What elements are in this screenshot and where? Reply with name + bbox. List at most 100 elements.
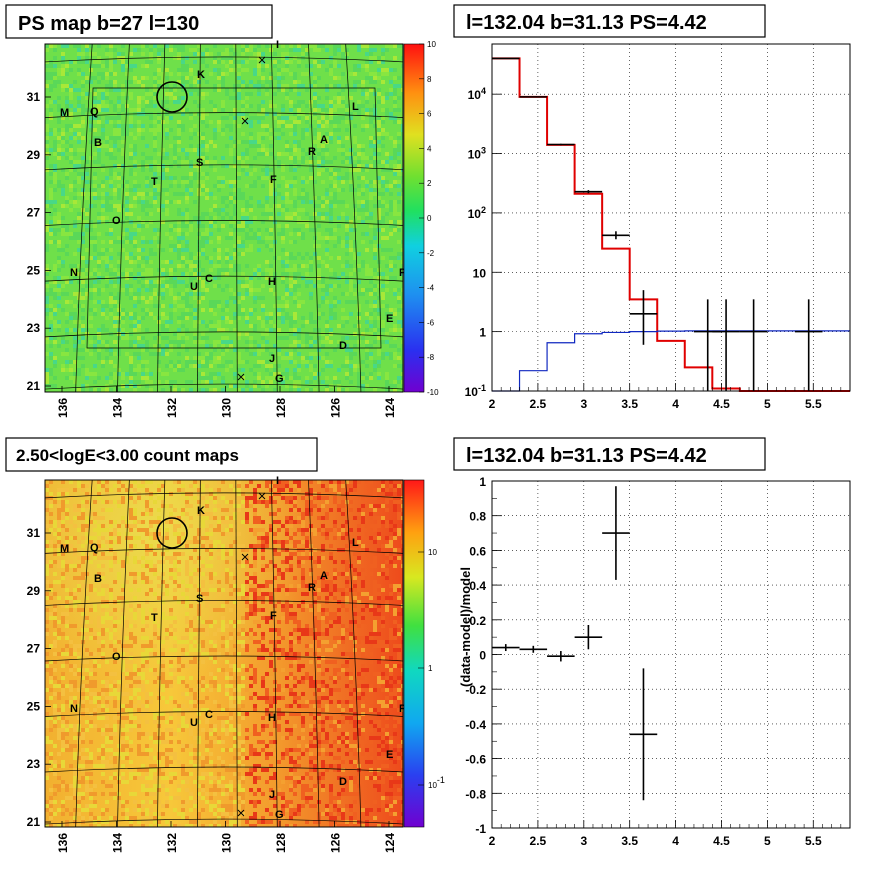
map-pixel <box>245 120 249 124</box>
map-pixel <box>305 604 309 608</box>
map-pixel <box>301 176 305 180</box>
map-pixel <box>169 348 173 352</box>
map-pixel <box>197 512 201 516</box>
map-pixel <box>121 52 125 56</box>
map-pixel <box>53 56 57 60</box>
map-pixel <box>205 156 209 160</box>
map-pixel <box>105 64 109 68</box>
map-pixel <box>221 388 225 392</box>
map-pixel <box>241 368 245 372</box>
map-pixel <box>269 216 273 220</box>
map-pixel <box>137 368 141 372</box>
map-pixel <box>105 604 109 608</box>
map-pixel <box>325 68 329 72</box>
map-pixel <box>245 140 249 144</box>
map-pixel <box>293 88 297 92</box>
map-pixel <box>393 588 397 592</box>
map-pixel <box>193 548 197 552</box>
map-pixel <box>209 356 213 360</box>
map-pixel <box>93 288 97 292</box>
map-pixel <box>385 508 389 512</box>
map-pixel <box>101 524 105 528</box>
map-pixel <box>257 240 261 244</box>
map-pixel <box>177 240 181 244</box>
map-pixel <box>345 592 349 596</box>
map-pixel <box>105 540 109 544</box>
map-pixel <box>345 364 349 368</box>
map-pixel <box>145 60 149 64</box>
map-pixel <box>401 196 403 200</box>
map-pixel <box>297 344 301 348</box>
map-pixel <box>149 168 153 172</box>
map-pixel <box>245 604 249 608</box>
map-pixel <box>249 92 253 96</box>
map-pixel <box>237 304 241 308</box>
map-pixel <box>293 540 297 544</box>
map-pixel <box>73 344 77 348</box>
map-pixel <box>261 556 265 560</box>
map-pixel <box>193 356 197 360</box>
map-pixel <box>277 328 281 332</box>
map-pixel <box>193 268 197 272</box>
map-pixel <box>77 72 81 76</box>
map-pixel <box>385 352 389 356</box>
map-pixel <box>365 76 369 80</box>
map-pixel <box>369 572 373 576</box>
map-pixel <box>293 504 297 508</box>
map-pixel <box>189 68 193 72</box>
map-pixel <box>141 484 145 488</box>
map-pixel <box>193 76 197 80</box>
map-pixel <box>229 224 233 228</box>
map-pixel <box>61 576 65 580</box>
map-pixel <box>397 532 401 536</box>
map-pixel <box>45 124 49 128</box>
map-pixel <box>185 240 189 244</box>
map-pixel <box>45 248 49 252</box>
map-pixel <box>237 220 241 224</box>
map-pixel <box>93 64 97 68</box>
map-pixel <box>225 56 229 60</box>
map-pixel <box>365 180 369 184</box>
map-pixel <box>337 528 341 532</box>
map-pixel <box>101 220 105 224</box>
map-pixel <box>293 340 297 344</box>
map-pixel <box>341 480 345 484</box>
map-pixel <box>69 560 73 564</box>
map-pixel <box>201 340 205 344</box>
map-pixel <box>401 220 403 224</box>
map-pixel <box>157 232 161 236</box>
map-pixel <box>177 532 181 536</box>
map-pixel <box>57 148 61 152</box>
map-pixel <box>277 348 281 352</box>
map-pixel <box>381 100 385 104</box>
map-pixel <box>169 572 173 576</box>
map-pixel <box>125 256 129 260</box>
map-pixel <box>321 160 325 164</box>
map-pixel <box>281 604 285 608</box>
map-pixel <box>153 88 157 92</box>
map-pixel <box>173 596 177 600</box>
map-pixel <box>69 96 73 100</box>
map-pixel <box>401 560 403 564</box>
map-pixel <box>305 360 309 364</box>
map-pixel <box>377 184 381 188</box>
map-pixel <box>141 264 145 268</box>
map-pixel <box>201 308 205 312</box>
map-pixel <box>193 48 197 52</box>
map-pixel <box>373 564 377 568</box>
map-pixel <box>357 184 361 188</box>
map-pixel <box>205 196 209 200</box>
map-pixel <box>397 484 401 488</box>
y-tick-label: 10 <box>473 266 487 280</box>
map-pixel <box>121 92 125 96</box>
map-pixel <box>369 80 373 84</box>
map-pixel <box>137 324 141 328</box>
map-pixel <box>157 488 161 492</box>
map-pixel <box>81 536 85 540</box>
map-pixel <box>121 484 125 488</box>
map-pixel <box>249 368 253 372</box>
map-pixel <box>113 580 117 584</box>
map-pixel <box>301 100 305 104</box>
map-pixel <box>249 124 253 128</box>
map-pixel <box>309 552 313 556</box>
